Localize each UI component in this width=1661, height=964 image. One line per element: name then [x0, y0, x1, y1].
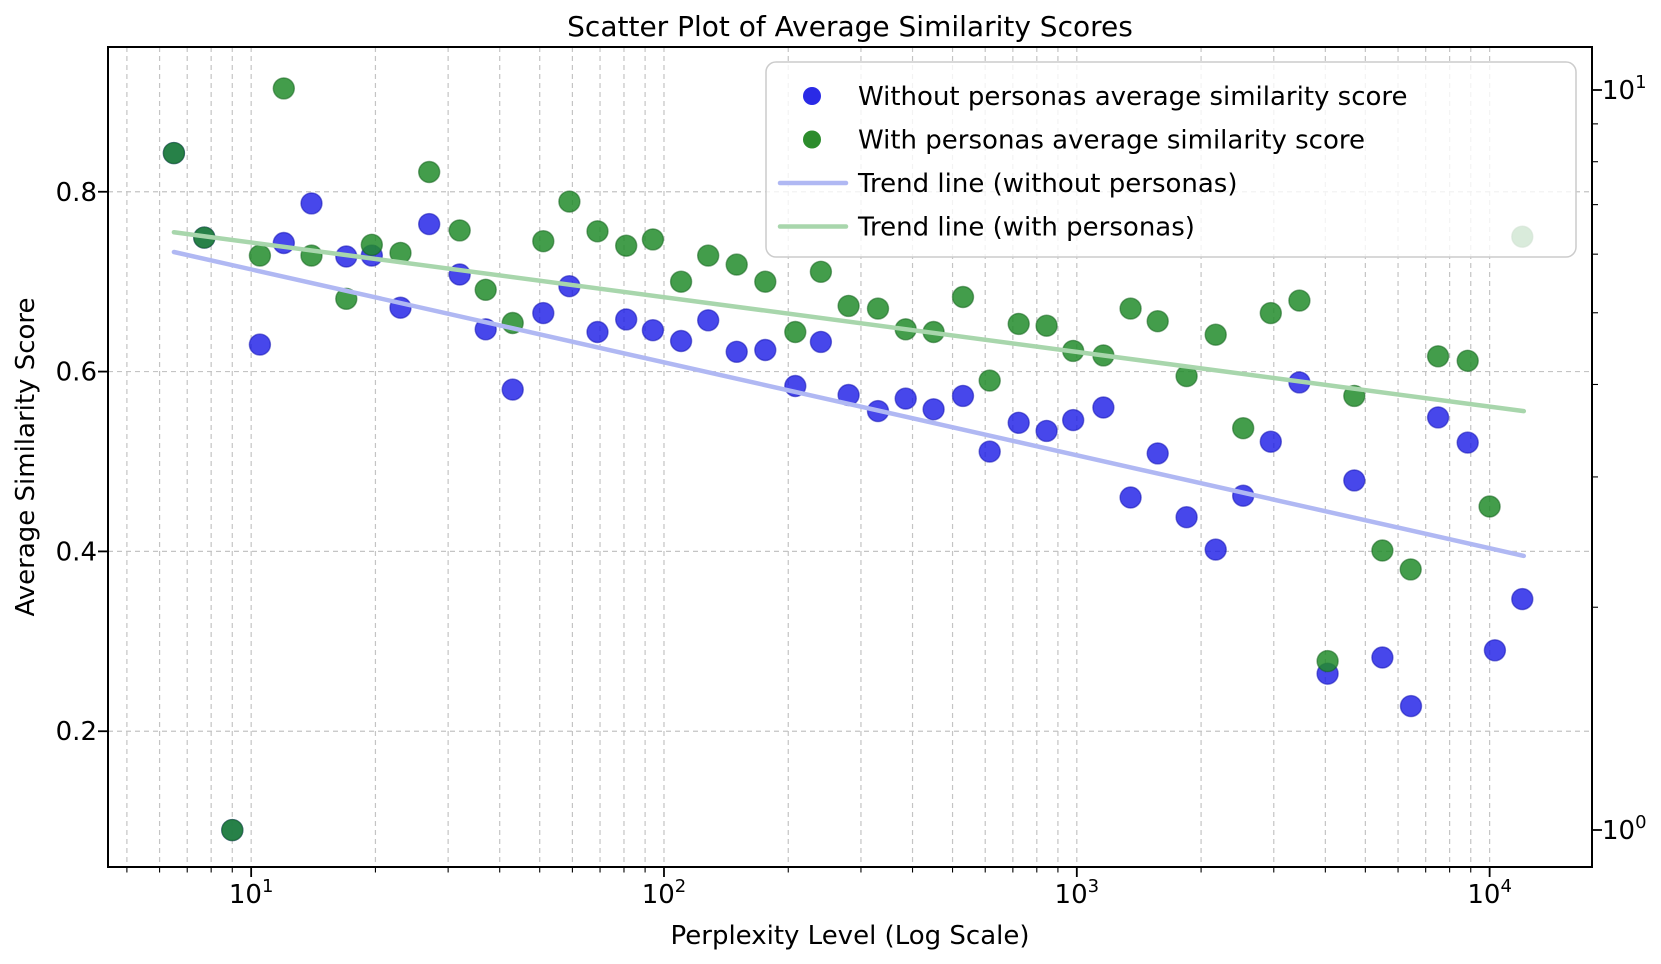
scatter-point-without-personas [1146, 442, 1169, 465]
scatter-point-with-personas [669, 270, 693, 293]
right-tick-label: 100 [1602, 812, 1647, 846]
legend-label: With personas average similarity score [858, 126, 1365, 156]
scatter-point-without-personas [1204, 538, 1227, 561]
scatter-point-without-personas [978, 440, 1001, 463]
scatter-point-without-personas [532, 301, 555, 325]
scatter-point-without-personas [922, 398, 945, 421]
legend-marker-dot [803, 87, 821, 105]
scatter-point-with-personas [1399, 558, 1422, 581]
chart-title: Scatter Plot of Average Similarity Score… [567, 10, 1133, 43]
scatter-point-with-personas [474, 278, 497, 301]
trend-line-with-personas [171, 229, 1527, 414]
scatter-point-with-personas [532, 229, 555, 253]
scatter-point-with-personas [360, 233, 383, 257]
scatter-point-without-personas [586, 320, 609, 344]
scatter-point-with-personas [866, 297, 890, 320]
scatter-point-with-personas [586, 220, 609, 243]
scatter-point-with-personas [1146, 310, 1169, 333]
plot-border [107, 46, 1593, 868]
scatter-point-without-personas [1343, 469, 1366, 492]
scatter-point-with-personas [448, 219, 471, 242]
x-tick-label: 103 [1055, 876, 1100, 910]
x-tick-label: 102 [642, 876, 687, 910]
scatter-point-without-personas [725, 340, 748, 363]
scatter-point-without-personas [1511, 587, 1534, 611]
scatter-point-with-personas [725, 253, 748, 276]
scatter-point-without-personas [669, 329, 693, 353]
y-axis-label: Average Similarity Score [11, 297, 41, 616]
scatter-point-without-personas [615, 308, 638, 331]
scatter-point-without-personas [418, 212, 441, 236]
trend-line-without-personas [171, 249, 1527, 559]
scatter-point-without-personas [1035, 419, 1058, 443]
scatter-point-with-personas [272, 77, 295, 100]
scatter-point-with-personas [1316, 649, 1339, 673]
right-tick-label: 101 [1602, 72, 1647, 106]
scatter-point-with-personas [1007, 312, 1030, 336]
scatter-point-with-personas [1204, 323, 1227, 346]
scatter-point-without-personas [248, 333, 272, 356]
x-axis-label: Perplexity Level (Log Scale) [671, 921, 1030, 951]
legend-box [765, 61, 1577, 258]
y-tick-label: 0.4 [56, 537, 97, 567]
scatter-point-without-personas [1119, 486, 1142, 509]
scatter-point-without-personas [1259, 430, 1283, 453]
scatter-point-with-personas [837, 294, 860, 318]
scatter-point-without-personas [1371, 646, 1394, 669]
scatter-point-without-personas [697, 309, 720, 332]
y-tick-label: 0.6 [56, 358, 97, 388]
y-tick-label: 0.8 [56, 178, 97, 208]
scatter-point-with-personas [1231, 417, 1255, 440]
scatter-point-without-personas [894, 387, 917, 410]
x-tick-label: 101 [229, 876, 274, 910]
scatter-point-without-personas [1061, 408, 1085, 432]
scatter-point-with-personas [615, 234, 638, 257]
scatter-point-without-personas [1092, 396, 1115, 419]
scatter-point-with-personas [1478, 495, 1501, 518]
scatter-point-with-personas [1259, 301, 1283, 325]
scatter-point-with-personas [221, 818, 244, 842]
scatter-point-without-personas [1175, 506, 1198, 529]
scatter-point-without-personas [641, 319, 665, 342]
scatter-point-with-personas [697, 244, 720, 267]
scatter-point-with-personas [558, 190, 581, 213]
scatter-point-with-personas [1288, 289, 1311, 312]
scatter-point-without-personas [300, 192, 323, 215]
scatter-point-with-personas [1456, 349, 1479, 372]
scatter-point-with-personas [951, 285, 975, 309]
legend-marker-dot [803, 130, 821, 149]
scatter-point-with-personas [641, 228, 665, 251]
scatter-point-without-personas [754, 338, 777, 362]
scatter-point-without-personas [951, 384, 975, 408]
scatter-point-without-personas [1399, 694, 1423, 718]
scatter-point-without-personas [1426, 406, 1450, 429]
scatter-point-with-personas [784, 320, 807, 344]
scatter-point-with-personas [809, 260, 833, 283]
scatter-point-with-personas [248, 244, 272, 267]
scatter-point-with-personas [1426, 345, 1450, 368]
scatter-point-with-personas [1371, 539, 1394, 562]
scatter-point-with-personas [418, 160, 441, 184]
legend-label: Trend line (without personas) [857, 169, 1238, 199]
x-tick-label: 104 [1467, 876, 1512, 910]
scatter-point-with-personas [1119, 297, 1142, 320]
legend-label: Without personas average similarity scor… [858, 82, 1408, 112]
scatter-point-with-personas [162, 141, 186, 165]
axes: 101 102 103 104 0.2 0.4 0.6 0.8 100 101 [56, 46, 1647, 910]
scatter-point-with-personas [754, 270, 777, 293]
scatter-point-without-personas [1007, 411, 1030, 434]
legend: Without personas average similarity scor… [765, 61, 1577, 258]
scatter-point-without-personas [1483, 639, 1507, 662]
scatter-point-without-personas [272, 231, 295, 255]
scatter-point-without-personas [501, 378, 524, 401]
trend-lines [171, 229, 1527, 559]
scatter-point-without-personas [1456, 431, 1479, 454]
scatter-point-with-personas [978, 369, 1001, 392]
legend-label: Trend line (with personas) [857, 213, 1195, 243]
y-tick-label: 0.2 [56, 717, 97, 747]
scatter-point-without-personas [809, 330, 833, 354]
scatter-point-with-personas [1035, 314, 1058, 337]
